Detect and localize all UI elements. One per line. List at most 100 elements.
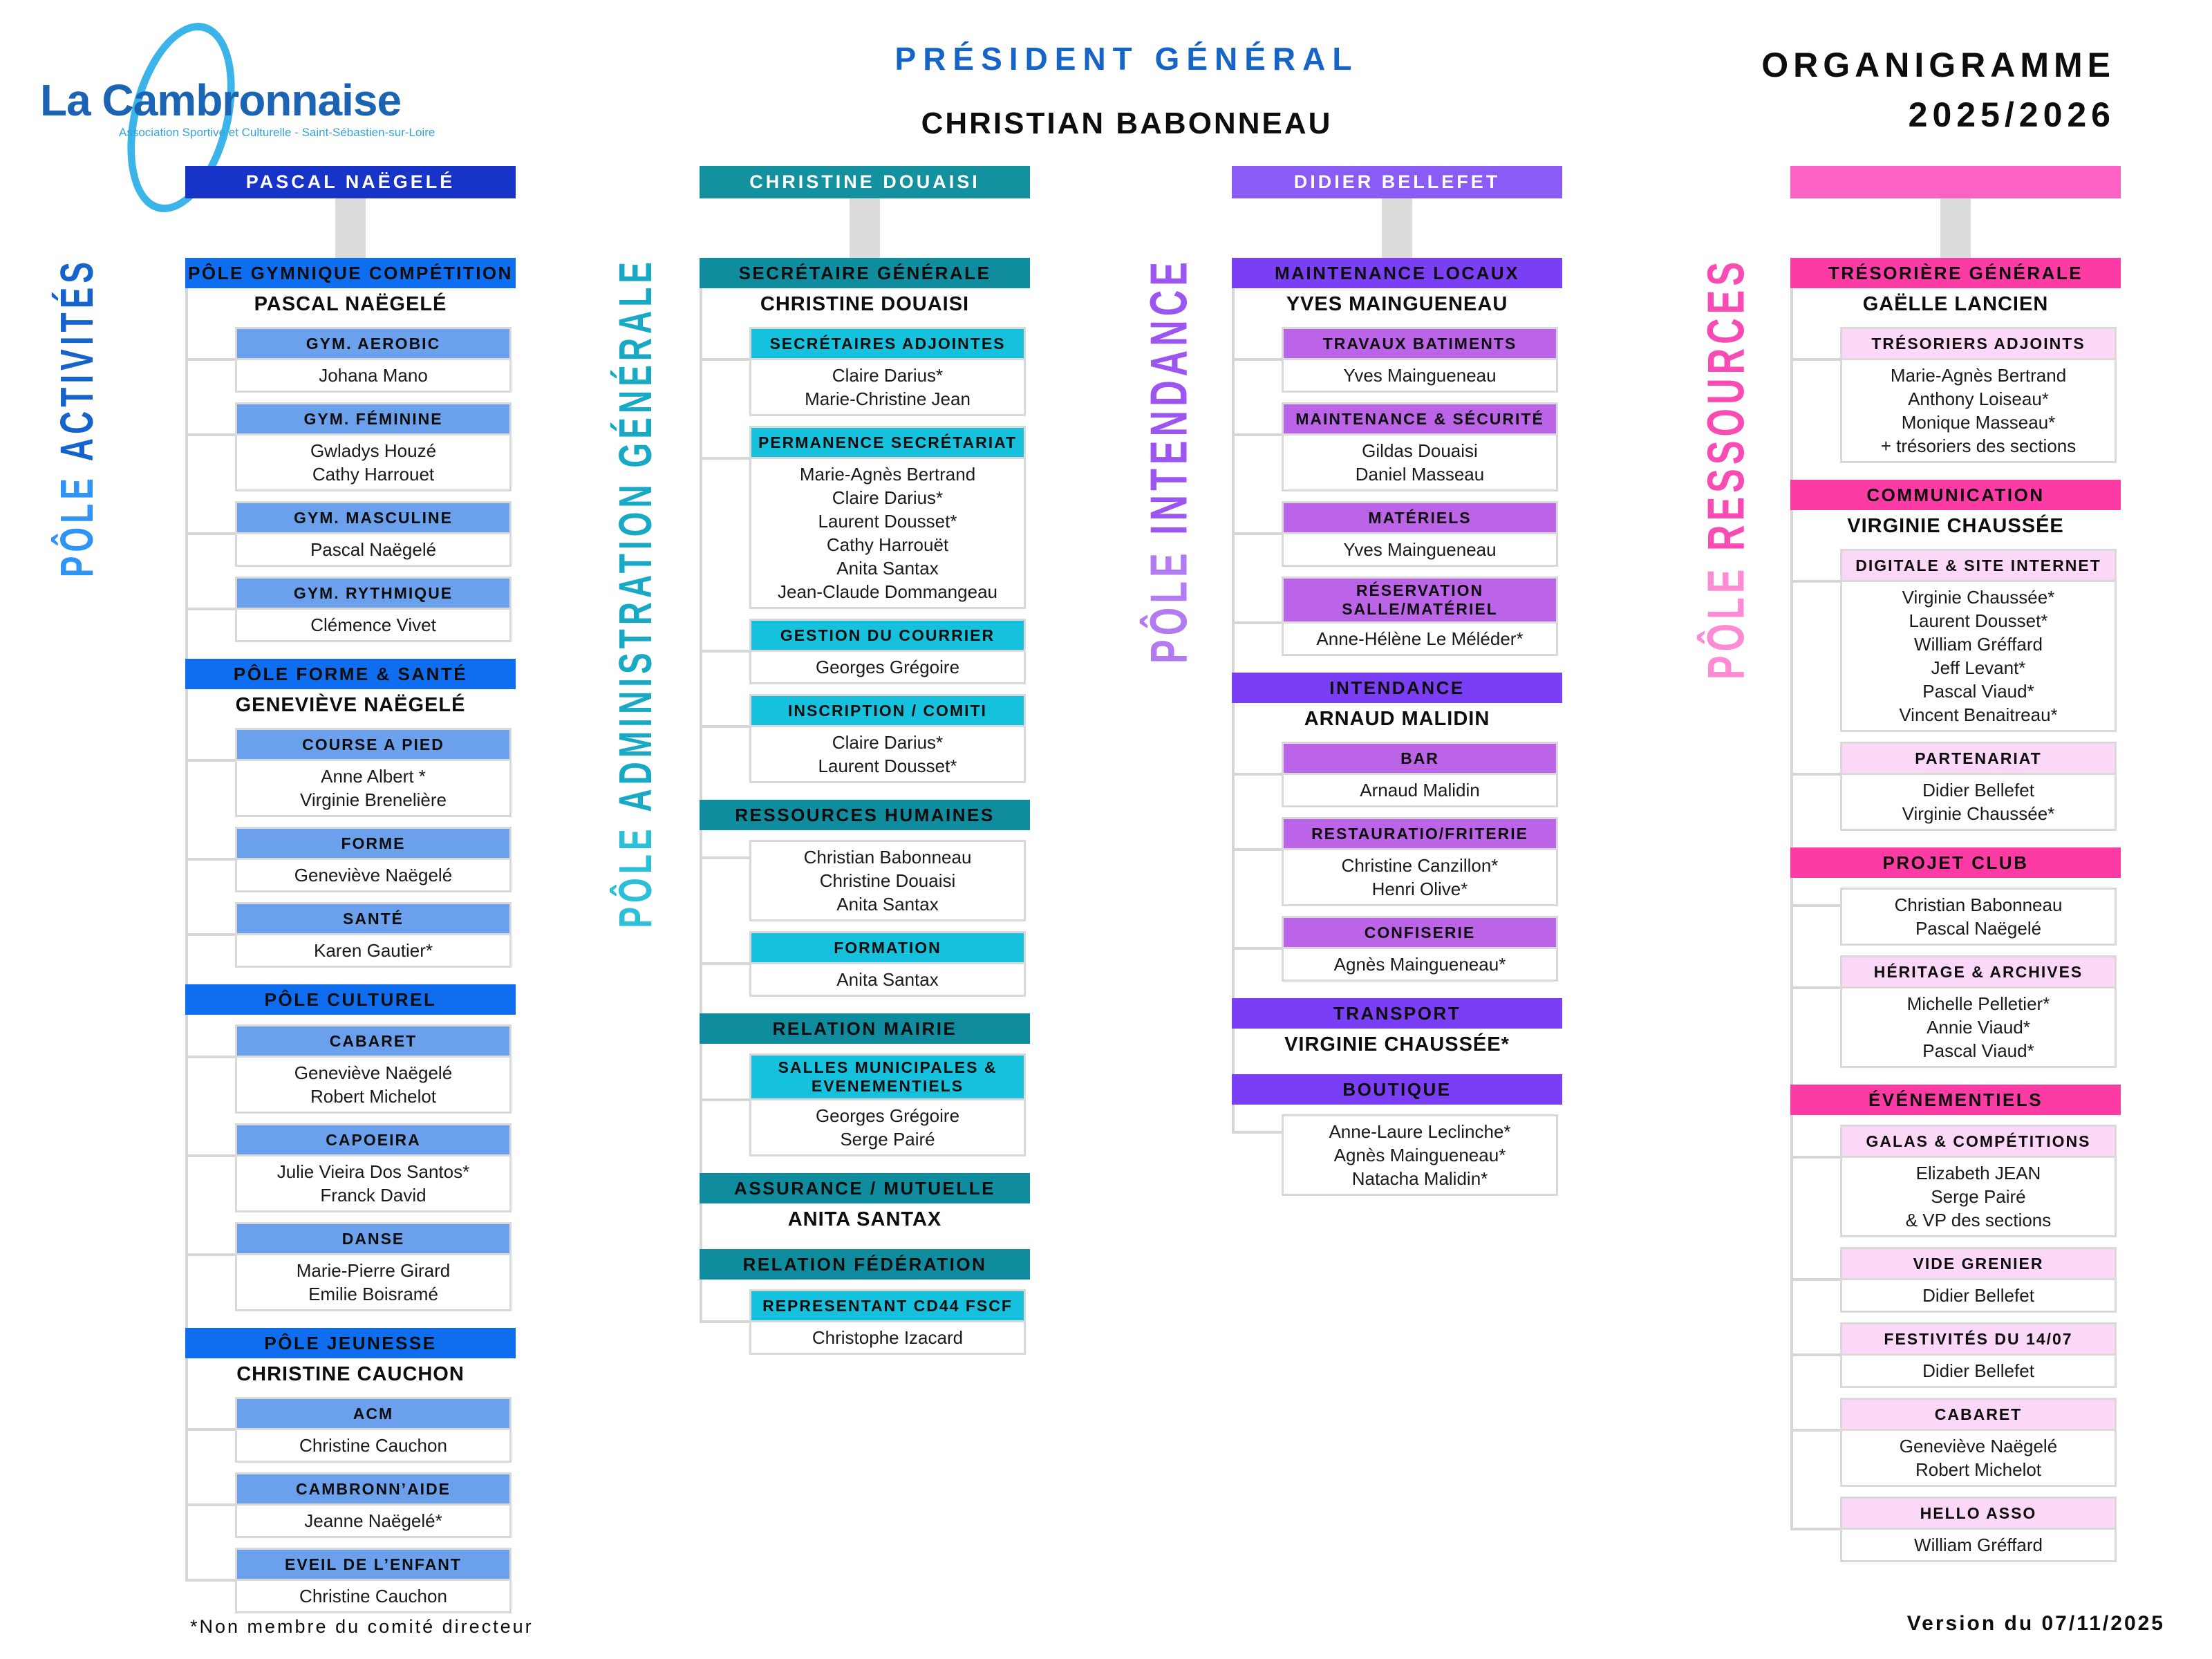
unit-member-list: Agnès Maingueneau* — [1282, 947, 1558, 982]
unit: TRÉSORIERS ADJOINTS Marie-Agnès Bertrand A… — [1840, 327, 2117, 463]
member-name: Anne Albert * — [321, 766, 426, 787]
member-name: Geneviève Naëgelé — [1899, 1436, 2058, 1456]
president-block: PRÉSIDENT GÉNÉRAL CHRISTIAN BABONNEAU — [816, 40, 1438, 141]
connector-stub — [1232, 1131, 1282, 1134]
connector-stub — [185, 532, 235, 535]
unit: GYM. MASCULINE Pascal Naëgelé — [235, 501, 512, 567]
unit: VIDE GRENIER Didier Bellefet — [1840, 1247, 2117, 1313]
connector-stub — [1232, 773, 1282, 776]
unit-member-list: Didier Bellefet — [1840, 1278, 2117, 1313]
unit-header: HÉRITAGE & ARCHIVES — [1840, 955, 2117, 986]
unit-header: CABARET — [235, 1024, 512, 1056]
member-name: Christine Cauchon — [299, 1435, 447, 1456]
unit-member-list: Marie-Pierre Girard Emilie Boisramé — [235, 1253, 512, 1311]
unit-member-list: Karen Gautier* — [235, 933, 512, 968]
unit-member-list: Virginie Chaussée* Laurent Dousset* Willia… — [1840, 580, 2117, 732]
section-manager: CHRISTINE CAUCHON — [236, 1362, 465, 1385]
unit: HÉRITAGE & ARCHIVES Michelle Pelletier* An… — [1840, 955, 2117, 1068]
unit-member-list: Johana Mano — [235, 358, 512, 393]
member-name: Agnès Maingueneau* — [1333, 954, 1506, 975]
unit: Christian Babonneau Christine Douaisi Anit… — [749, 840, 1026, 921]
connector-trunk — [185, 288, 188, 1582]
unit: HELLO ASSO William Gréffard — [1840, 1497, 2117, 1562]
member-name: William Gréffard — [1914, 634, 2043, 655]
unit-header: DIGITALE & SITE INTERNET — [1840, 549, 2117, 580]
unit-header: COURSE A PIED — [235, 728, 512, 759]
member-name: Didier Bellefet — [1922, 1360, 2034, 1381]
unit-member-list: Georges Grégoire — [749, 650, 1026, 684]
connector-stub — [1232, 621, 1282, 624]
pole-label-word: ADMINISTRATION GÉNÉRALE — [609, 258, 662, 812]
pole-label-word: RESSOURCES — [1697, 258, 1756, 552]
unit: MATÉRIELS Yves Maingueneau — [1282, 501, 1558, 567]
member-name: Geneviève Naëgelé — [294, 865, 453, 885]
member-name: Henri Olive* — [1371, 879, 1468, 899]
logo: La Cambronnaise Association Sportive et … — [36, 11, 465, 224]
pole-label-word: ACTIVITÉS — [50, 258, 103, 462]
connector-stub — [1790, 358, 1840, 361]
member-name: Jean-Claude Dommangeau — [778, 581, 997, 602]
pole-label: PÔLE ACTIVITÉS — [50, 258, 104, 577]
pole-label-word: PÔLE — [50, 461, 103, 578]
member-name: Cathy Harrouët — [826, 534, 949, 555]
unit-header: HELLO ASSO — [1840, 1497, 2117, 1528]
section-manager: GENEVIÈVE NAËGELÉ — [235, 693, 466, 716]
member-name: Geneviève Naëgelé — [294, 1062, 453, 1083]
member-name: Serge Pairé — [840, 1129, 935, 1150]
connector-stub — [700, 1320, 749, 1323]
column-body: MAINTENANCE LOCAUX YVES MAINGUENEAU TRAVAU… — [1232, 258, 1562, 1196]
member-name: Vincent Benaitreau* — [1899, 704, 2058, 725]
unit-header: FORME — [235, 827, 512, 858]
section-bar: TRANSPORT — [1232, 998, 1562, 1029]
unit-member-list: Arnaud Malidin — [1282, 773, 1558, 807]
section-manager: CHRISTINE DOUAISI — [760, 292, 970, 315]
unit-header: BAR — [1282, 742, 1558, 773]
unit-member-list: Yves Maingueneau — [1282, 358, 1558, 393]
member-name: Christine Douaisi — [819, 870, 956, 891]
member-name: Christine Cauchon — [299, 1586, 447, 1606]
unit-header: TRAVAUX BATIMENTS — [1282, 327, 1558, 358]
unit-member-list: Geneviève Naëgelé Robert Michelot — [1840, 1429, 2117, 1487]
unit: PERMANENCE SECRÉTARIAT Marie-Agnès Bertra… — [749, 426, 1026, 609]
unit-header: PARTENARIAT — [1840, 742, 2117, 773]
unit: DANSE Marie-Pierre Girard Emilie Boisramé — [235, 1222, 512, 1311]
member-name: Robert Michelot — [1915, 1459, 2042, 1480]
member-name: Annie Viaud* — [1927, 1017, 2030, 1038]
unit-header: RESTAURATIO/FRITERIE — [1282, 817, 1558, 848]
section-manager: GAËLLE LANCIEN — [1862, 292, 2049, 315]
column-head-bar: CHRISTINE DOUAISI — [700, 166, 1030, 198]
member-name: Jeff Levant* — [1931, 657, 2026, 678]
member-name: Claire Darius* — [832, 365, 944, 386]
member-name: Anita Santax — [836, 558, 939, 579]
unit-member-list: Geneviève Naëgelé Robert Michelot — [235, 1056, 512, 1114]
member-name: Georges Grégoire — [815, 657, 960, 677]
member-name: Anita Santax — [836, 894, 939, 915]
unit-member-list: Marie-Agnès Bertrand Anthony Loiseau* Moni… — [1840, 358, 2117, 463]
unit-member-list: Yves Maingueneau — [1282, 532, 1558, 567]
unit-header: FESTIVITÉS DU 14/07 — [1840, 1322, 2117, 1353]
section-bar: MAINTENANCE LOCAUX — [1232, 258, 1562, 288]
connector-stub — [185, 933, 235, 936]
member-name: Karen Gautier* — [314, 940, 433, 961]
unit-member-list: Claire Darius* Laurent Dousset* — [749, 725, 1026, 783]
document-title-line1: ORGANIGRAMME — [1761, 46, 2115, 84]
connector-stub — [185, 759, 235, 762]
connector-stub — [185, 1428, 235, 1431]
unit: BAR Arnaud Malidin — [1282, 742, 1558, 807]
unit: COURSE A PIED Anne Albert * Virginie Brene… — [235, 728, 512, 817]
member-name: Michelle Pelletier* — [1906, 993, 2050, 1014]
member-name: Claire Darius* — [832, 732, 944, 753]
member-name: Robert Michelot — [310, 1086, 437, 1107]
unit-member-list: Anne-Laure Leclinche* Agnès Maingueneau* N… — [1282, 1114, 1558, 1196]
section-manager: YVES MAINGUENEAU — [1286, 292, 1508, 315]
unit: RESTAURATIO/FRITERIE Christine Canzillon*… — [1282, 817, 1558, 906]
unit: GYM. RYTHMIQUE Clémence Vivet — [235, 577, 512, 642]
column-body: SECRÉTAIRE GÉNÉRALE CHRISTINE DOUAISI SECR… — [700, 258, 1030, 1355]
member-name: Yves Maingueneau — [1343, 539, 1497, 560]
connector-stub — [700, 856, 749, 859]
member-name: Virginie Brenelière — [300, 789, 447, 810]
unit-header: PERMANENCE SECRÉTARIAT — [749, 426, 1026, 457]
member-name: Daniel Masseau — [1355, 464, 1485, 485]
unit: SECRÉTAIRES ADJOINTES Claire Darius* Marie… — [749, 327, 1026, 416]
connector-trunk — [1232, 288, 1235, 1134]
